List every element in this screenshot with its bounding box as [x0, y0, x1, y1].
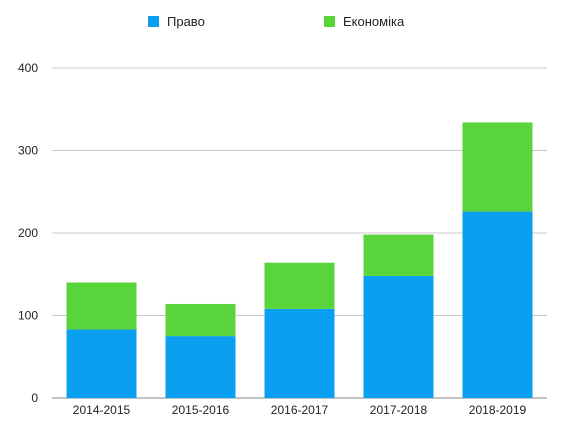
bar-pravo-2017-2018	[363, 275, 434, 398]
legend-swatch-ekonomika	[324, 16, 335, 27]
bar-pravo-2014-2015	[66, 329, 137, 398]
legend-item-ekonomika: Економіка	[324, 14, 404, 29]
y-tick-label: 0	[31, 391, 38, 405]
legend-label-pravo: Право	[167, 14, 205, 29]
x-tick-label: 2016-2017	[271, 403, 329, 417]
y-tick-label: 100	[18, 309, 38, 323]
bar-pravo-2016-2017	[264, 308, 335, 398]
bar-pravo-2018-2019	[462, 211, 533, 398]
y-tick-label: 300	[18, 144, 38, 158]
bar-ekonomika-2014-2015	[66, 282, 137, 330]
legend-swatch-pravo	[148, 16, 159, 27]
bar-ekonomika-2018-2019	[462, 122, 533, 212]
bar-ekonomika-2015-2016	[165, 303, 236, 337]
bar-pravo-2015-2016	[165, 336, 236, 398]
x-tick-label: 2017-2018	[370, 403, 428, 417]
bar-ekonomika-2017-2018	[363, 234, 434, 276]
legend-label-ekonomika: Економіка	[343, 14, 405, 29]
x-tick-label: 2018-2019	[469, 403, 527, 417]
y-tick-label: 400	[18, 61, 38, 75]
legend-item-pravo: Право	[148, 14, 205, 29]
y-tick-label: 200	[18, 226, 38, 240]
chart-legend: Право Економіка	[0, 14, 567, 34]
bar-ekonomika-2016-2017	[264, 262, 335, 309]
x-tick-label: 2015-2016	[172, 403, 230, 417]
x-tick-label: 2014-2015	[73, 403, 131, 417]
